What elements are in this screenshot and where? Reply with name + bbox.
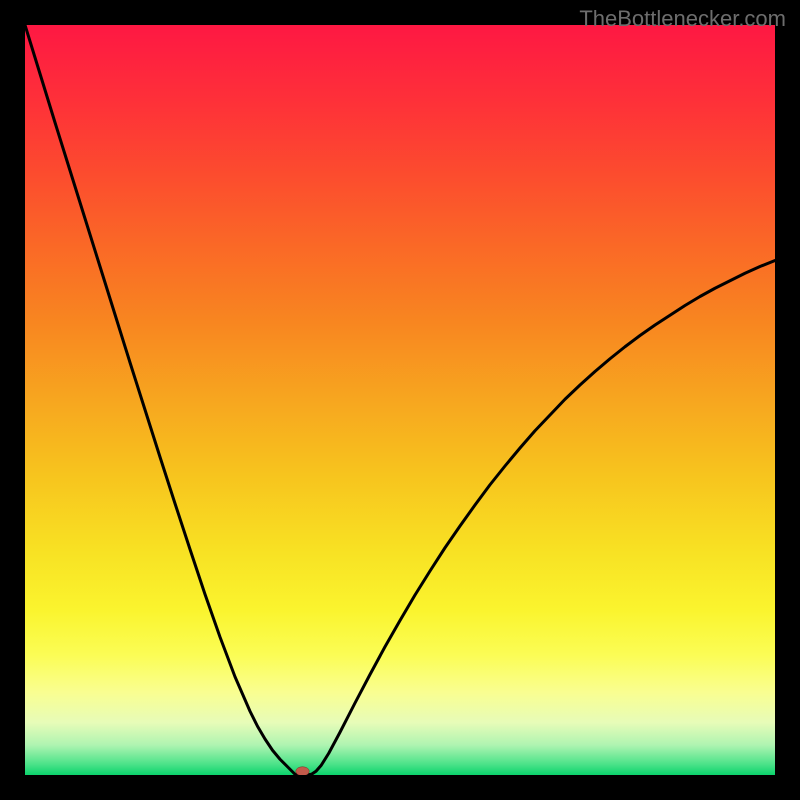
- chart-frame: TheBottlenecker.com: [0, 0, 800, 800]
- plot-area: [25, 25, 775, 775]
- watermark-text: TheBottlenecker.com: [579, 6, 786, 32]
- curve-layer: [25, 25, 775, 775]
- bottleneck-curve: [25, 25, 775, 775]
- minimum-marker: [296, 767, 309, 775]
